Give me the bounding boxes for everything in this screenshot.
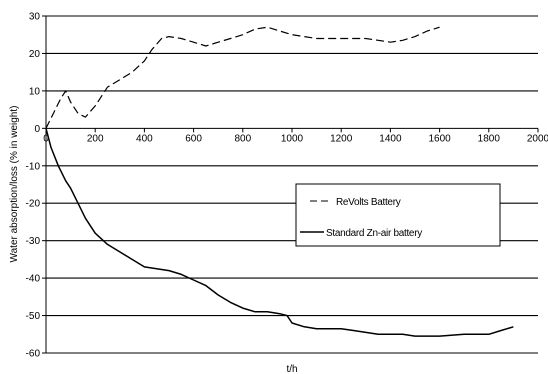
x-tick-label: 1400 xyxy=(379,133,402,144)
y-tick-label: 20 xyxy=(29,49,41,60)
x-tick-label: 1200 xyxy=(330,133,353,144)
legend-label-revolts: ReVolts Battery xyxy=(336,197,401,208)
x-tick-label: 800 xyxy=(234,133,251,144)
y-tick-label: 0 xyxy=(34,124,40,135)
x-axis-label: t/h xyxy=(286,364,297,374)
x-tick-label: 600 xyxy=(185,133,202,144)
x-tick-label: 200 xyxy=(87,133,104,144)
y-axis-label: Water absorption/loss (% in weight) xyxy=(9,106,20,263)
y-tick-label: 10 xyxy=(29,86,41,97)
series-line-revolts xyxy=(45,26,440,129)
y-tick-label: -60 xyxy=(26,349,41,360)
x-tick-label: 2000 xyxy=(527,133,548,144)
legend-box xyxy=(295,183,501,247)
y-tick-label: -10 xyxy=(26,161,41,172)
grid-lines xyxy=(46,15,538,317)
x-tick-label: 1000 xyxy=(281,133,304,144)
legend: ReVolts Battery Standard Zn-air battery xyxy=(295,183,501,247)
y-tick-labels: 30 20 10 0 -10 -20 -30 -40 -50 -60 xyxy=(26,12,46,360)
x-tick-labels: 0 200 400 600 800 1000 1200 1400 1600 1800 2000 xyxy=(43,128,548,144)
series-line-standard-zn-air xyxy=(45,128,514,337)
y-tick-label: -20 xyxy=(26,199,41,210)
y-tick-label: -50 xyxy=(26,311,41,322)
series-lines xyxy=(45,26,514,337)
x-tick-label: 0 xyxy=(43,133,49,144)
x-tick-label: 400 xyxy=(136,133,153,144)
x-tick-label: 1600 xyxy=(428,133,451,144)
y-tick-label: 30 xyxy=(29,12,41,23)
y-tick-label: -40 xyxy=(26,274,41,285)
y-tick-label: -30 xyxy=(26,236,41,247)
x-tick-label: 1800 xyxy=(478,133,501,144)
legend-label-standard: Standard Zn-air battery xyxy=(326,228,422,239)
